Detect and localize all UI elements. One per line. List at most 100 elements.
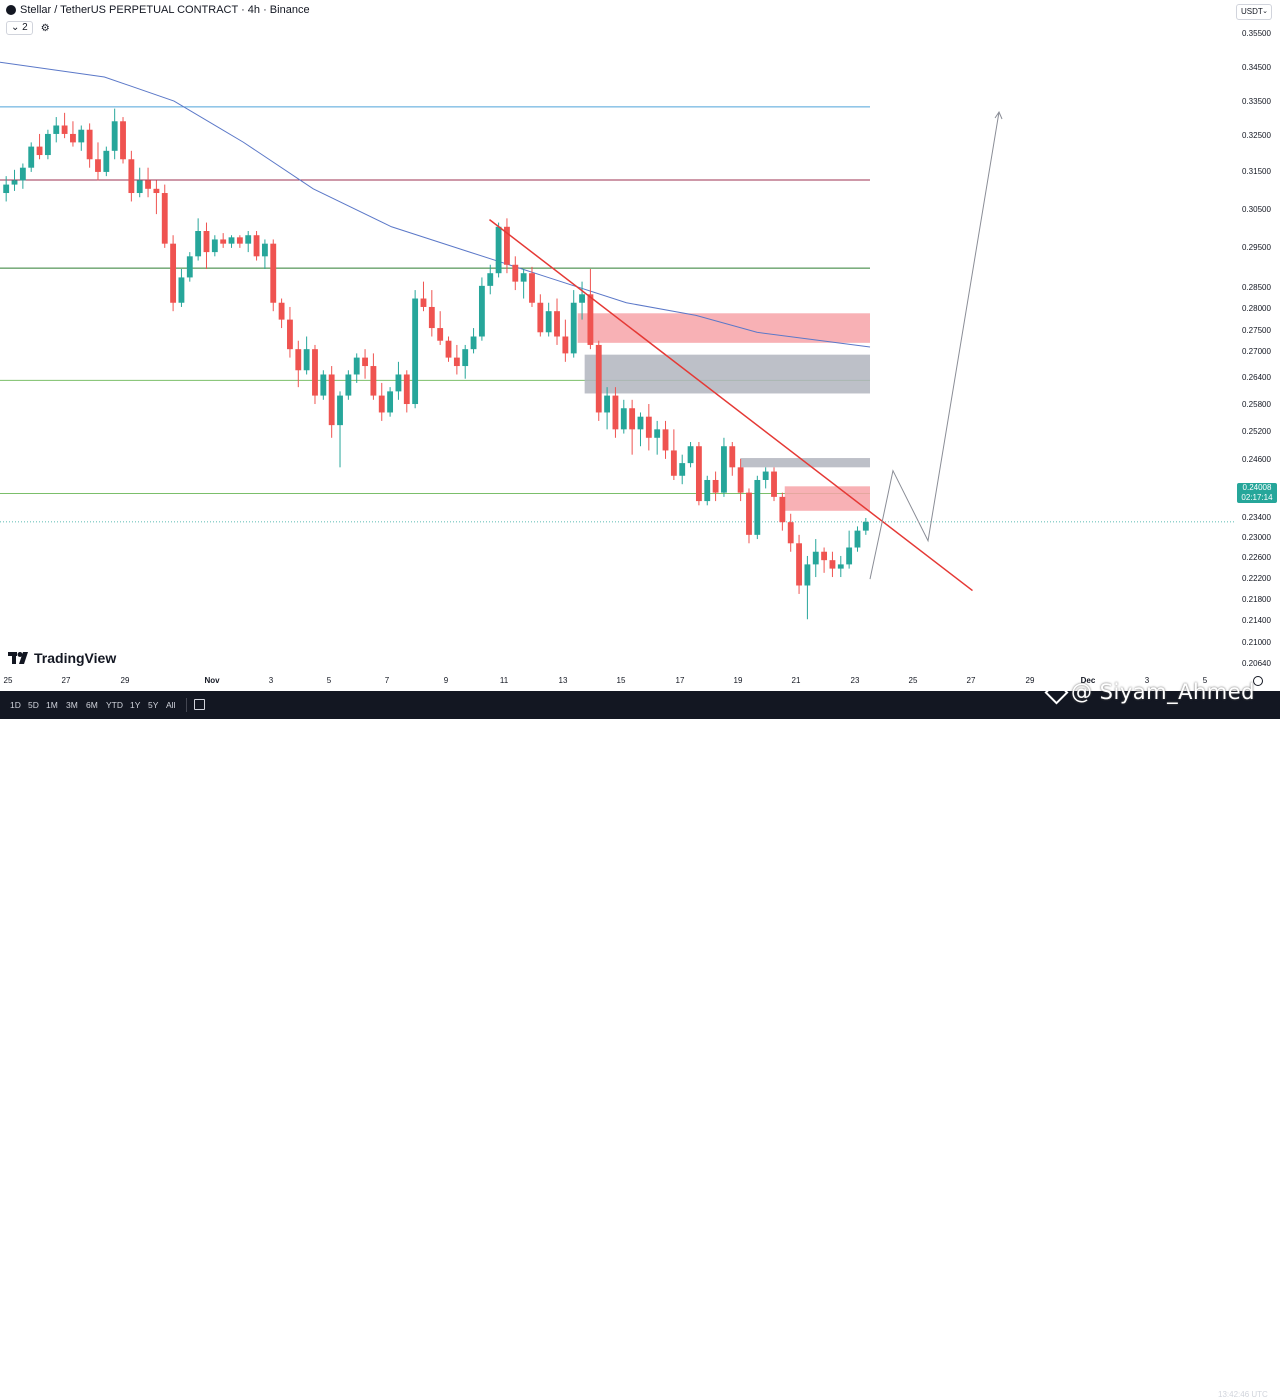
descending-trendline bbox=[489, 219, 973, 592]
candle-body bbox=[670, 450, 677, 476]
time-axis-label: 27 bbox=[61, 676, 71, 685]
candle-body bbox=[295, 349, 302, 371]
time-axis-label: Dec bbox=[1080, 676, 1096, 685]
candle-body bbox=[620, 408, 627, 430]
candle-body bbox=[812, 551, 819, 565]
candle-body bbox=[337, 395, 343, 426]
candle-body bbox=[95, 159, 101, 172]
price-axis-label: 0.22600 bbox=[1242, 553, 1271, 562]
chart-header: Stellar / TetherUS PERPETUAL CONTRACT · … bbox=[6, 4, 310, 16]
settings-icon[interactable]: ⚙ bbox=[40, 22, 50, 34]
candle-body bbox=[587, 294, 594, 345]
candle-body bbox=[746, 492, 752, 535]
gear-icon[interactable] bbox=[1253, 676, 1263, 686]
candle-body bbox=[854, 530, 861, 548]
gray-zone bbox=[584, 354, 870, 394]
price-axis-label: 0.21400 bbox=[1242, 616, 1271, 625]
candle-body bbox=[403, 374, 410, 405]
candle-body bbox=[771, 471, 777, 497]
timeframe-5y[interactable]: 5Y bbox=[148, 700, 159, 710]
timeframe-1d[interactable]: 1D bbox=[10, 700, 21, 710]
candle-body bbox=[837, 564, 844, 569]
candle-body bbox=[729, 446, 736, 468]
candle-body bbox=[595, 344, 602, 413]
timeframe-6m[interactable]: 6M bbox=[86, 700, 98, 710]
indicator-count-value: 2 bbox=[22, 22, 28, 33]
candle-body bbox=[645, 416, 652, 438]
candle-body bbox=[604, 395, 611, 413]
timeframe-5d[interactable]: 5D bbox=[28, 700, 39, 710]
price-chart[interactable] bbox=[0, 0, 1236, 690]
candle-body bbox=[303, 349, 310, 371]
candle-body bbox=[570, 302, 577, 354]
projection-arrowhead bbox=[994, 110, 1003, 120]
time-axis-label: 17 bbox=[675, 676, 685, 685]
candle-body bbox=[53, 125, 60, 134]
candle-body bbox=[120, 121, 126, 160]
candle-body bbox=[312, 349, 318, 396]
binance-diamond-icon bbox=[1044, 679, 1069, 705]
timeframe-all[interactable]: All bbox=[166, 700, 176, 710]
candle-body bbox=[846, 547, 853, 565]
candle-body bbox=[796, 543, 802, 586]
stellar-logo-icon bbox=[6, 5, 16, 15]
timeframe-1y[interactable]: 1Y bbox=[130, 700, 141, 710]
candle-body bbox=[362, 357, 368, 367]
time-axis-label: 5 bbox=[1202, 676, 1208, 685]
candle-body bbox=[662, 429, 669, 451]
utc-clock[interactable]: 13:42:46 UTC bbox=[1218, 1390, 1268, 1399]
time-axis-label: 3 bbox=[1144, 676, 1150, 685]
price-axis-label: 0.27000 bbox=[1242, 347, 1271, 356]
indicator-count[interactable]: ⌄ 2 bbox=[6, 21, 33, 35]
candle-body bbox=[737, 467, 744, 493]
candle-body bbox=[170, 243, 177, 303]
chevron-down-icon: ⌄ bbox=[1262, 8, 1268, 15]
time-axis-label: 3 bbox=[268, 676, 274, 685]
price-axis-label: 0.27500 bbox=[1242, 326, 1271, 335]
timeframe-1m[interactable]: 1M bbox=[46, 700, 58, 710]
tradingview-logo[interactable]: TradingView bbox=[8, 650, 116, 666]
candle-body bbox=[762, 471, 769, 480]
price-axis-label: 0.23400 bbox=[1242, 513, 1271, 522]
timeframe-3m[interactable]: 3M bbox=[66, 700, 78, 710]
timeframe-ytd[interactable]: YTD bbox=[106, 700, 123, 710]
candle-body bbox=[153, 188, 160, 194]
candle-body bbox=[754, 479, 761, 535]
price-axis-label: 0.35500 bbox=[1242, 29, 1271, 38]
calendar-icon[interactable] bbox=[194, 699, 205, 710]
price-axis-label: 0.21000 bbox=[1242, 638, 1271, 647]
candle-body bbox=[804, 564, 811, 586]
candle-body bbox=[195, 231, 202, 257]
time-axis-label: 19 bbox=[733, 676, 743, 685]
candle-body bbox=[445, 340, 452, 358]
candle-body bbox=[395, 374, 402, 392]
candle-body bbox=[203, 231, 210, 253]
candle-body bbox=[453, 357, 460, 367]
time-axis-label: 15 bbox=[616, 676, 626, 685]
candle-body bbox=[529, 273, 535, 303]
candle-body bbox=[537, 302, 544, 333]
candle-body bbox=[787, 522, 794, 544]
candle-body bbox=[420, 298, 427, 307]
candle-body bbox=[136, 180, 143, 194]
candle-body bbox=[629, 408, 636, 430]
price-axis-label: 0.26400 bbox=[1242, 373, 1271, 382]
candle-body bbox=[111, 121, 118, 151]
candle-body bbox=[704, 479, 711, 502]
candle-body bbox=[470, 336, 477, 350]
candle-body bbox=[320, 374, 327, 396]
candle-body bbox=[19, 167, 26, 181]
candle-body bbox=[370, 366, 377, 396]
candle-body bbox=[36, 146, 43, 156]
symbol-title[interactable]: Stellar / TetherUS PERPETUAL CONTRACT · … bbox=[20, 4, 310, 16]
candle-body bbox=[103, 150, 110, 172]
time-axis-label: 25 bbox=[908, 676, 918, 685]
time-axis-label: 13 bbox=[558, 676, 568, 685]
currency-select[interactable]: USDT ⌄ bbox=[1236, 4, 1272, 20]
time-axis-label: 25 bbox=[3, 676, 13, 685]
candle-body bbox=[712, 479, 719, 493]
time-axis-label: 11 bbox=[499, 676, 509, 685]
last-price: 0.24008 bbox=[1242, 483, 1272, 492]
candle-body bbox=[245, 235, 252, 244]
tradingview-logo-text: TradingView bbox=[34, 650, 117, 666]
